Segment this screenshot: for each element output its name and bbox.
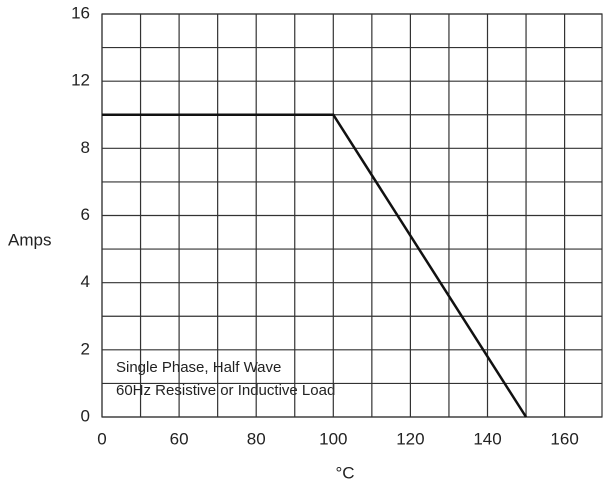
- x-tick-label: 0: [97, 429, 106, 448]
- annotation: 60Hz Resistive or Inductive Load: [116, 382, 335, 399]
- x-tick-label: 140: [473, 429, 501, 448]
- y-tick-label: 4: [81, 272, 90, 291]
- annotation: Single Phase, Half Wave: [116, 359, 281, 376]
- data-line: [102, 113, 528, 418]
- y-tick-label: 12: [71, 71, 90, 90]
- x-tick-label: 100: [319, 429, 347, 448]
- x-axis-label: °C: [335, 463, 354, 482]
- plot-border: [101, 13, 603, 418]
- x-tick-label: 160: [550, 429, 578, 448]
- y-axis-label: Amps: [8, 230, 51, 249]
- x-tick-label: 80: [247, 429, 266, 448]
- x-tick-label: 60: [170, 429, 189, 448]
- y-tick-label: 16: [71, 3, 90, 22]
- x-tick-label: 120: [396, 429, 424, 448]
- y-tick-label: 2: [81, 339, 90, 358]
- y-tick-label: 6: [81, 205, 90, 224]
- y-tick-label: 0: [81, 406, 90, 425]
- y-tick-label: 8: [81, 138, 90, 157]
